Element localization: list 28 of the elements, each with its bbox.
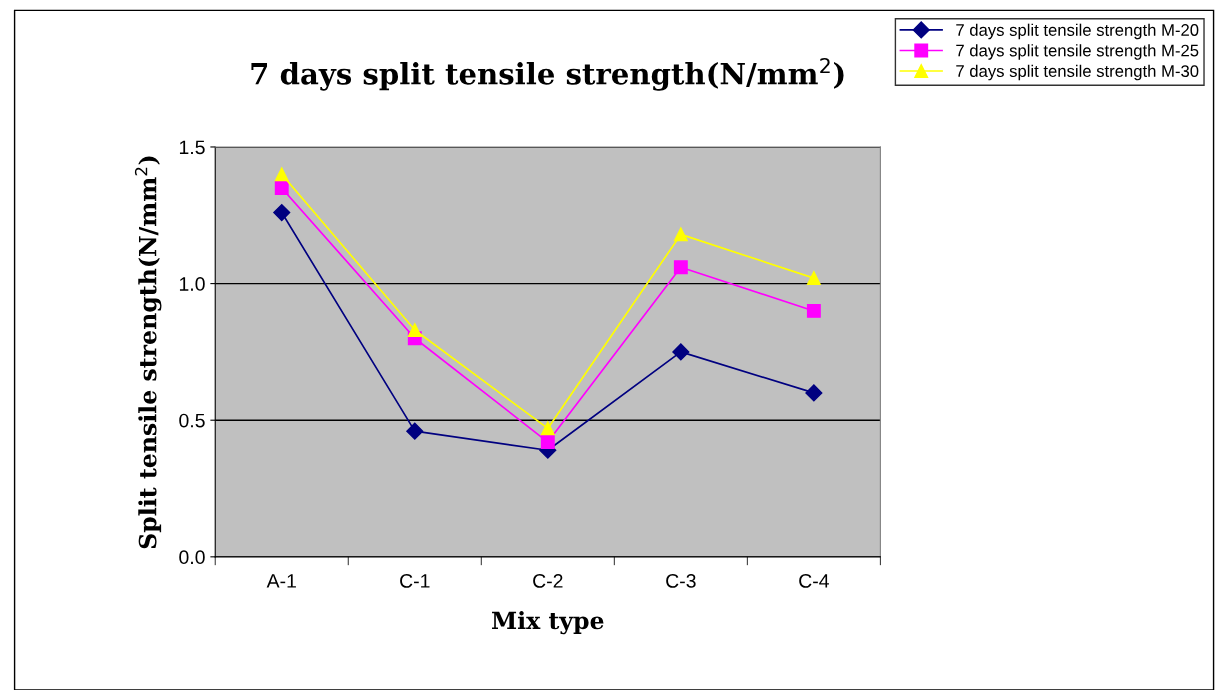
y-tick-label: 0.5 (179, 413, 205, 428)
y-tick-label: 0.0 (179, 550, 205, 565)
x-tick-label: C-4 (799, 574, 829, 588)
x-axis-title: Mix type (492, 611, 604, 635)
point (274, 167, 289, 182)
legend-label: 7 days split tensile strength M-20 (956, 23, 1199, 40)
x-tick-label: C-2 (533, 574, 563, 588)
point (673, 260, 688, 275)
point (673, 227, 688, 242)
point (406, 422, 424, 440)
y-tick-label: 1.0 (179, 277, 205, 291)
point (806, 303, 821, 318)
point (806, 271, 821, 286)
x-tick-label: C-1 (400, 574, 430, 588)
chart-title: 7 days split tensile strength(N/mm$^{2}$) (251, 57, 844, 91)
point (540, 421, 555, 436)
x-tick-label: A-1 (266, 574, 296, 588)
legend-label: 7 days split tensile strength M-25 (956, 44, 1199, 60)
y-axis-title: Split tensile strength(N/mm$^{2}$) (134, 156, 162, 549)
point (407, 323, 422, 337)
x-tick-label: C-3 (666, 574, 696, 588)
point (805, 384, 823, 402)
y-tick-label: 1.5 (179, 140, 205, 155)
point (274, 181, 289, 195)
point (540, 435, 555, 450)
point (672, 343, 690, 361)
legend-label: 7 days split tensile strength M-30 (956, 64, 1199, 81)
point (273, 203, 291, 222)
